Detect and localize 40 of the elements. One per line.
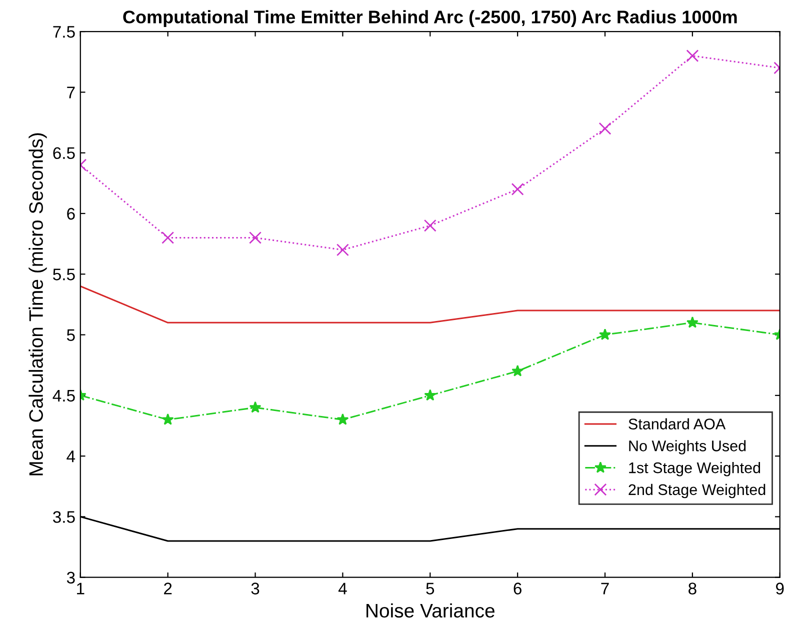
x-tick-label: 5 (426, 582, 434, 594)
legend-label: No Weights Used (629, 440, 746, 454)
point (249, 401, 262, 413)
point (249, 231, 262, 244)
point (424, 219, 436, 232)
y-tick-label: 7.5 (53, 26, 75, 38)
chart-title: Computational Time Emitter Behind Arc (-2500, 1750) Arc Radius 1000m (123, 10, 737, 27)
x-tick-label: 3 (251, 582, 260, 594)
y-tick-label: 7 (67, 86, 75, 98)
y-tick-label: 4.5 (52, 390, 75, 402)
y-tick-label: 3.5 (53, 511, 75, 523)
point (424, 389, 436, 401)
x-tick-label: 6 (514, 582, 522, 594)
y-axis-title: Mean Calculation Time (micro Seconds) (28, 133, 47, 476)
x-axis-title: Noise Variance (366, 603, 494, 618)
x-tick-label: 4 (338, 582, 347, 594)
point (511, 182, 524, 196)
point (162, 231, 174, 244)
x-tick-label: 2 (164, 582, 172, 594)
point (336, 244, 349, 256)
y-tick-label: 6 (67, 208, 75, 220)
y-tick-label: 6.5 (53, 147, 75, 160)
point (336, 413, 349, 425)
legend-label: 1st Stage Weighted (629, 462, 760, 476)
y-tick-label: 4 (66, 450, 76, 462)
x-tick-label: 1 (77, 582, 84, 594)
legend-label: Standard AOA (628, 418, 726, 430)
x-tick-label: 7 (601, 582, 609, 594)
point (598, 122, 612, 135)
x-tick-label: 8 (688, 582, 696, 594)
point (686, 50, 699, 62)
y-tick-label: 5 (66, 329, 75, 341)
y-tick-label: 5.5 (53, 268, 75, 280)
point (599, 328, 611, 340)
legend-label: 2nd Stage Weighted (628, 484, 766, 498)
point (512, 364, 524, 376)
y-tick-label: 3 (66, 572, 75, 584)
point (162, 413, 174, 425)
point (686, 316, 698, 328)
x-tick-label: 9 (776, 582, 784, 594)
